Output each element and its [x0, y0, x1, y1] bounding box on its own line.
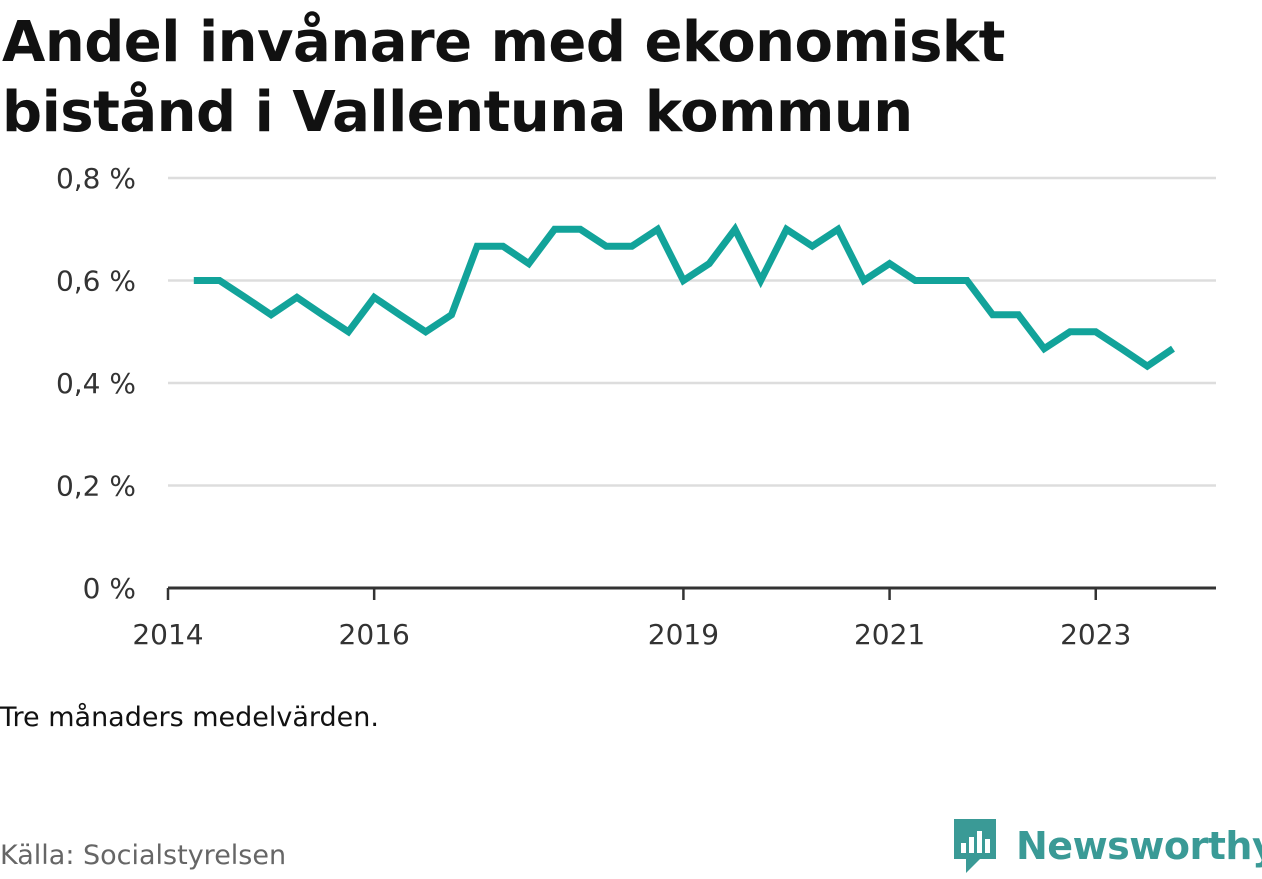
- x-tick-label: 2016: [339, 618, 410, 651]
- chart-note: Tre månaders medelvärden.: [0, 702, 379, 733]
- grid-layer: [168, 176, 1216, 487]
- newsworthy-logo-icon: [954, 819, 996, 873]
- brand-name: Newsworthy: [1016, 824, 1262, 868]
- y-tick-label: 0,8 %: [56, 162, 136, 195]
- y-tick-label: 0,4 %: [56, 367, 136, 400]
- y-tick-label: 0,6 %: [56, 265, 136, 298]
- series-layer: [193, 222, 1175, 371]
- chart-title: Andel invånare med ekonomiskt bistånd i …: [2, 10, 1005, 145]
- x-tick-label: 2023: [1060, 618, 1131, 651]
- newsworthy-logo: Newsworthy: [950, 816, 1262, 876]
- x-tick-label: 2014: [132, 618, 203, 651]
- x-tick-label: 2021: [854, 618, 925, 651]
- y-axis-tick-labels: 0 % 0,2 % 0,4 % 0,6 % 0,8 %: [56, 162, 136, 605]
- y-tick-label: 0,2 %: [56, 470, 136, 503]
- x-axis: [166, 586, 1216, 600]
- series-line: [193, 222, 1175, 371]
- x-axis-tick-labels: 2014 2016 2019 2021 2023: [132, 618, 1131, 651]
- x-tick-label: 2019: [648, 618, 719, 651]
- source-credit: Källa: Socialstyrelsen: [0, 840, 287, 871]
- y-tick-label: 0 %: [83, 572, 136, 605]
- line-chart: 0 % 0,2 % 0,4 % 0,6 % 0,8 % 2014 2016 2019 2021…: [56, 162, 1216, 651]
